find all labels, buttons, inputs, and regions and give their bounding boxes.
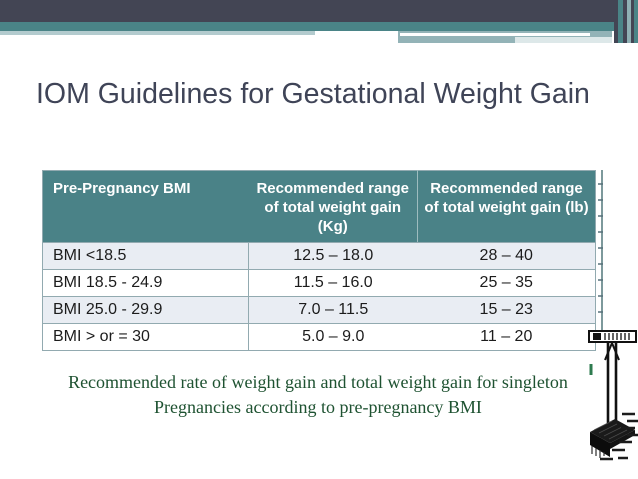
cell-range-kg: 12.5 – 18.0 (248, 242, 418, 270)
header-pre-pregnancy-bmi: Pre-Pregnancy BMI (42, 170, 249, 243)
header-range-kg: Recommended range of total weight gain (… (248, 170, 418, 243)
table-row: BMI <18.5 12.5 – 18.0 28 – 40 (42, 242, 596, 270)
weight-gain-table: Pre-Pregnancy BMI Recommended range of t… (42, 170, 596, 351)
cell-range-kg: 11.5 – 16.0 (248, 269, 418, 297)
table-row: BMI 18.5 - 24.9 11.5 – 16.0 25 – 35 (42, 269, 596, 297)
cell-bmi-category: BMI <18.5 (42, 242, 249, 270)
table-caption: Recommended rate of weight gain and tota… (40, 370, 596, 420)
weighing-scale-icon (588, 170, 638, 461)
caption-line-2: Pregnancies according to pre-pregnancy B… (154, 397, 482, 417)
banner-right-block-light (515, 37, 612, 43)
cell-range-kg: 5.0 – 9.0 (248, 323, 418, 351)
table-row: BMI > or = 30 5.0 – 9.0 11 – 20 (42, 323, 596, 351)
cell-range-lb: 25 – 35 (417, 269, 596, 297)
cell-bmi-category: BMI 18.5 - 24.9 (42, 269, 249, 297)
page-title: IOM Guidelines for Gestational Weight Ga… (36, 78, 590, 110)
cell-range-kg: 7.0 – 11.5 (248, 296, 418, 324)
caption-line-1: Recommended rate of weight gain and tota… (68, 372, 568, 392)
banner-corner-stripes (614, 0, 638, 43)
cell-bmi-category: BMI > or = 30 (42, 323, 249, 351)
table-header-row: Pre-Pregnancy BMI Recommended range of t… (42, 170, 596, 243)
cell-range-lb: 28 – 40 (417, 242, 596, 270)
banner-right-block-lower (398, 37, 515, 43)
banner-dark-bar (0, 0, 638, 22)
banner-light-stripe (0, 31, 315, 35)
header-range-lb: Recommended range of total weight gain (… (417, 170, 596, 243)
cell-range-lb: 11 – 20 (417, 323, 596, 351)
banner-teal-stripe (0, 22, 638, 31)
cell-bmi-category: BMI 25.0 - 29.9 (42, 296, 249, 324)
banner-white-line (400, 33, 590, 36)
table-row: BMI 25.0 - 29.9 7.0 – 11.5 15 – 23 (42, 296, 596, 324)
cell-range-lb: 15 – 23 (417, 296, 596, 324)
